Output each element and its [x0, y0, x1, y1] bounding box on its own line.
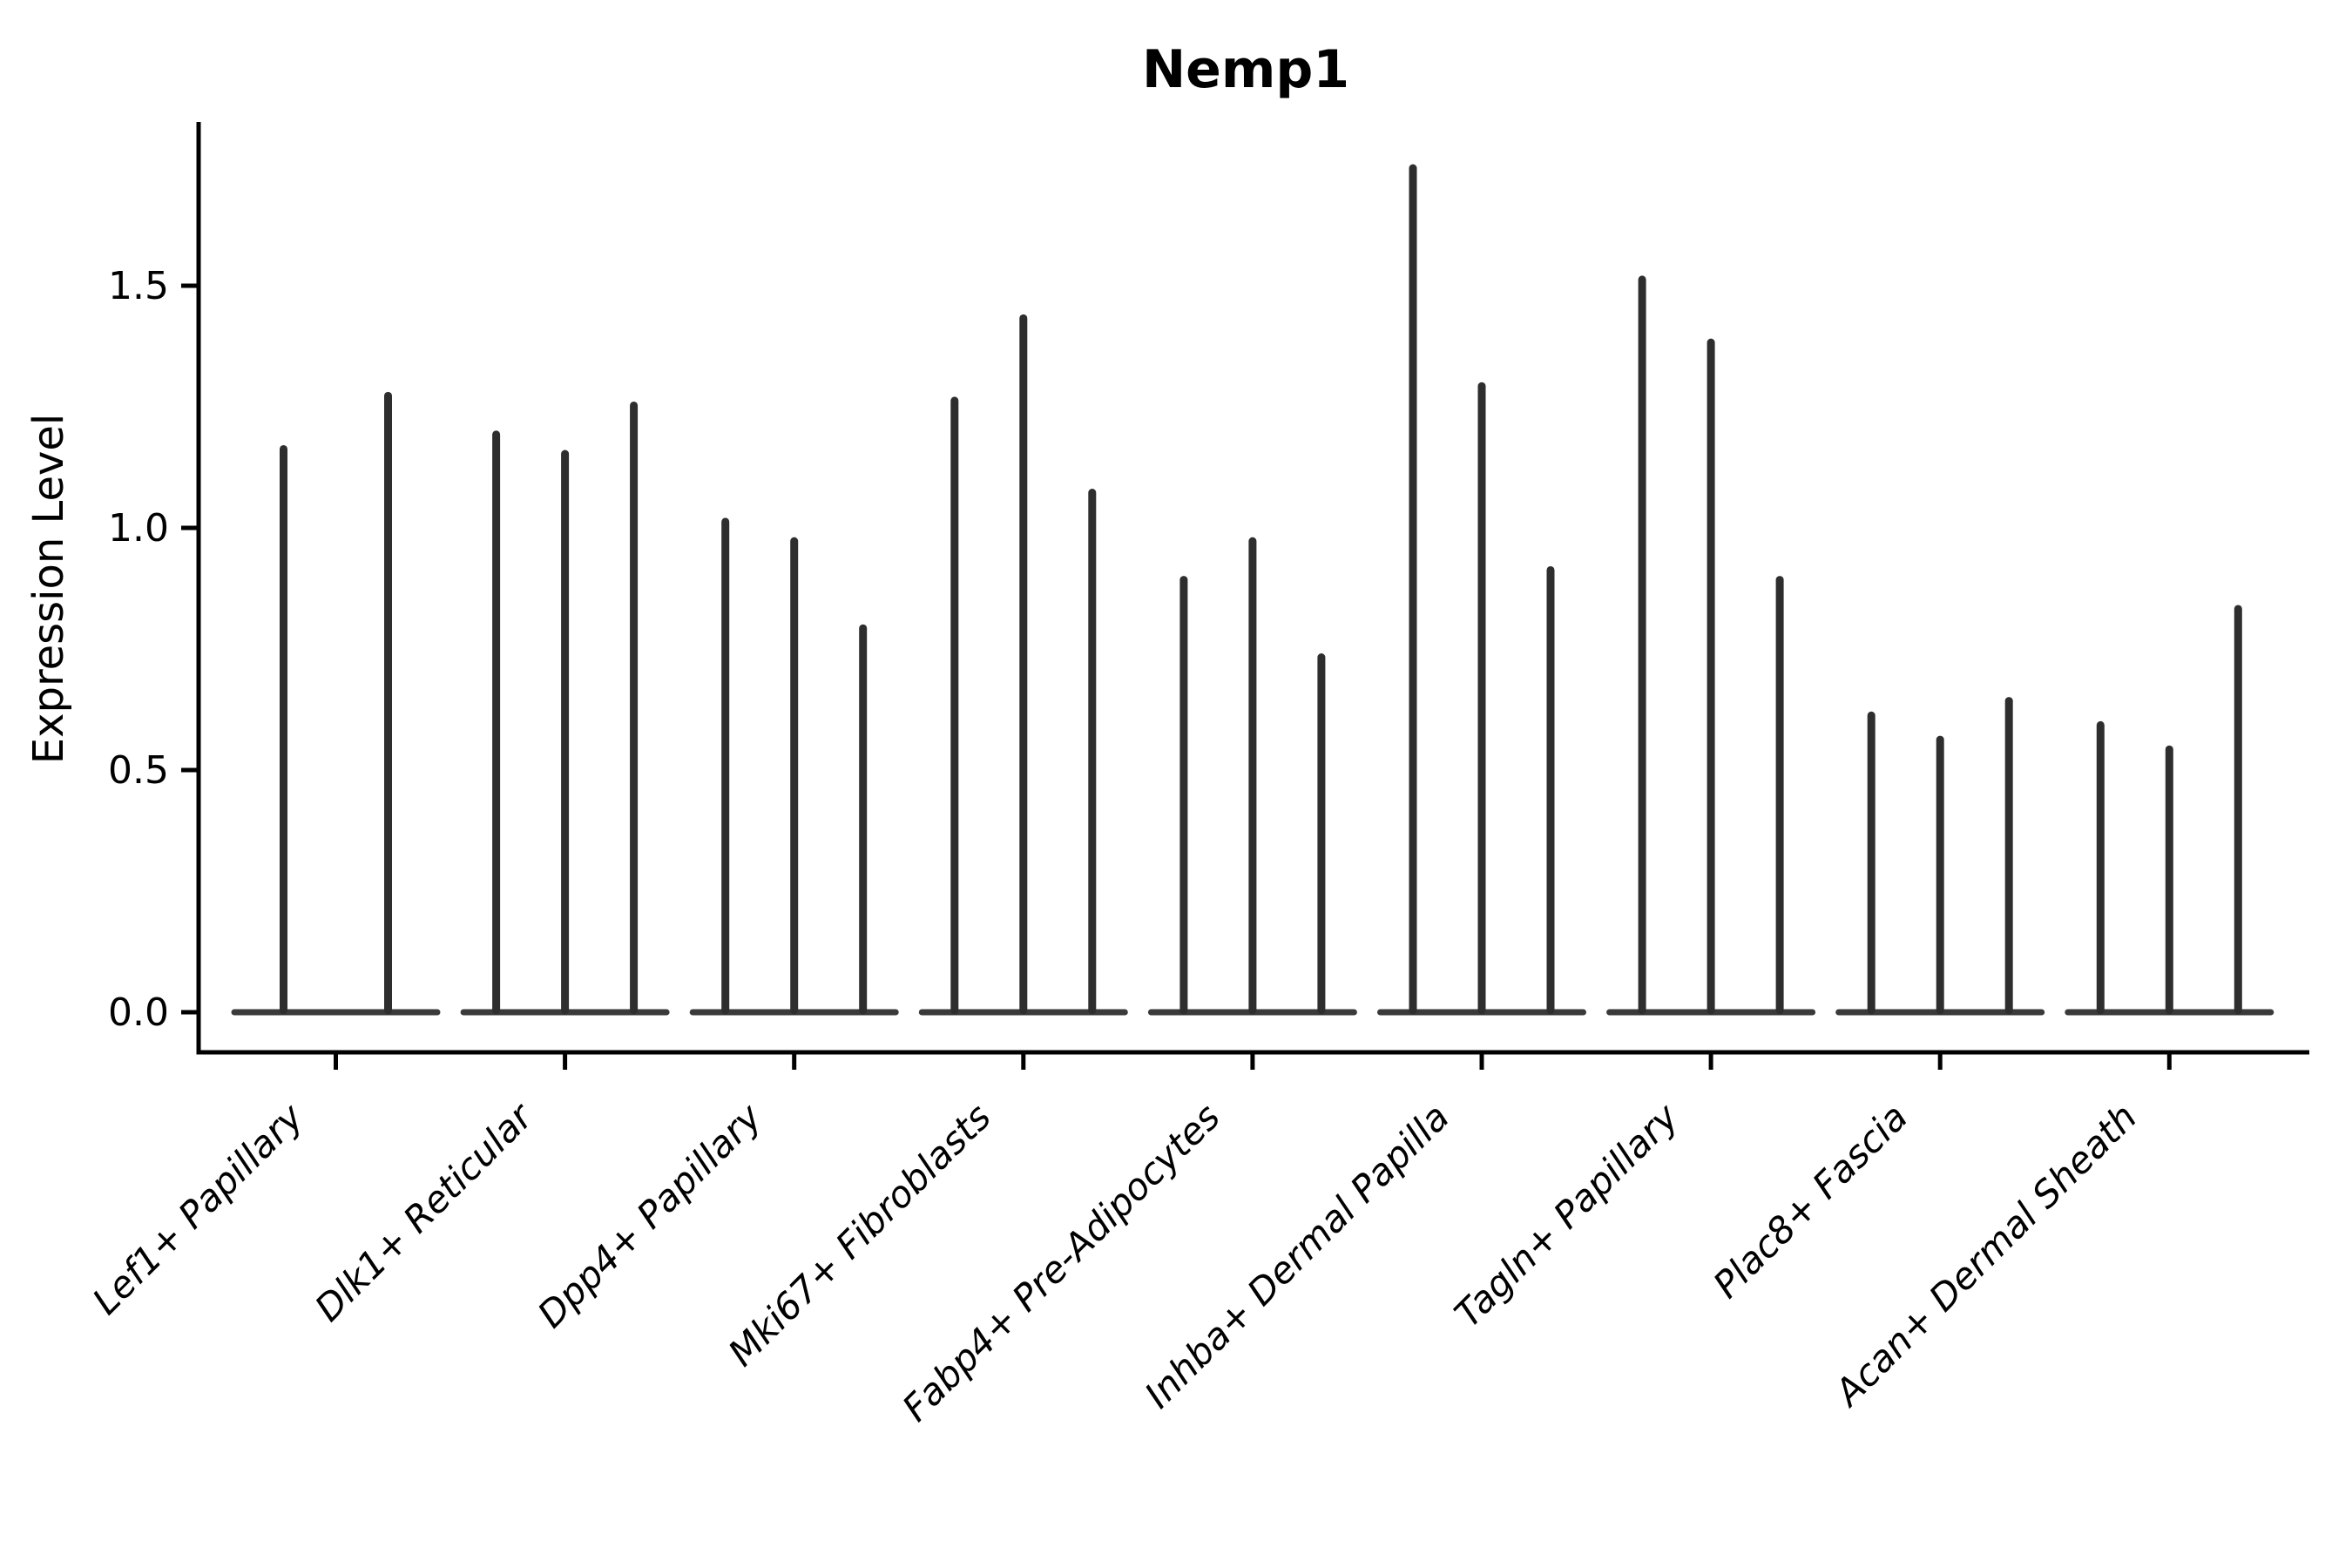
- x-tick-label-0: Lef1+ Papillary: [84, 1095, 313, 1323]
- y-tick-label-0: 0.0: [108, 990, 169, 1035]
- y-axis-label: Expression Level: [24, 414, 73, 765]
- y-tick-label-0.5: 0.5: [108, 748, 169, 793]
- x-tick-label-3: Mki67+ Fibroblasts: [720, 1095, 999, 1374]
- x-tick-label-1: Dlk1+ Reticular: [307, 1093, 543, 1329]
- y-tick-label-1: 1.0: [108, 506, 169, 551]
- violin-base-0: [231, 1009, 441, 1016]
- chart-title: Nemp1: [1142, 39, 1349, 100]
- x-tick-label-7: Plac8+ Fascia: [1705, 1095, 1916, 1306]
- x-tick-label-6: Tagln+ Papillary: [1446, 1095, 1687, 1336]
- x-tick-label-2: Dpp4+ Papillary: [530, 1095, 771, 1336]
- y-tick-label-1.5: 1.5: [108, 264, 169, 308]
